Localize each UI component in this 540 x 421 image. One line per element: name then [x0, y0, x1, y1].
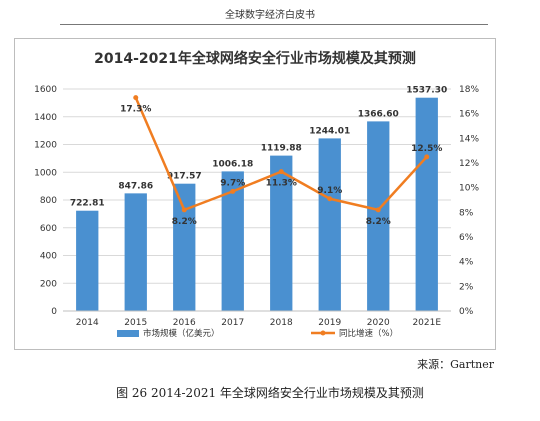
bar-2020 — [367, 121, 390, 311]
left-tick-label-6: 1200 — [34, 141, 57, 151]
source-note: 来源：Gartner — [417, 358, 494, 371]
chart-title: 2014-2021年全球网络安全行业市场规模及其预测 — [94, 50, 416, 67]
bar-2015 — [124, 193, 147, 311]
legend-bar-swatch — [117, 330, 139, 337]
growth-point-2019 — [327, 196, 333, 202]
bar-2021E — [415, 97, 438, 312]
bar-label-2014: 722.81 — [70, 199, 105, 209]
bar-label-2015: 847.86 — [118, 181, 153, 191]
x-tick-label-2018: 2018 — [270, 318, 293, 328]
right-tick-label-8: 16% — [459, 110, 479, 120]
left-tick-label-4: 800 — [40, 196, 57, 206]
legend: 市场规模（亿美元） 同比增速（%） — [117, 328, 398, 339]
left-tick-label-7: 1400 — [34, 113, 57, 123]
legend-bar-label: 市场规模（亿美元） — [143, 328, 220, 339]
bar-2018 — [270, 155, 293, 311]
x-tick-label-2017: 2017 — [221, 318, 244, 328]
growth-label-2018: 11.3% — [266, 179, 297, 189]
bar-label-2020: 1366.60 — [358, 109, 399, 119]
left-tick-label-1: 200 — [40, 279, 57, 289]
x-tick-label-2020: 2020 — [367, 318, 390, 328]
x-axis-labels: 2014 2015 2016 2017 2018 2019 2020 2021E — [63, 310, 451, 328]
x-tick-label-2019: 2019 — [318, 318, 341, 328]
bar-label-2018: 1119.88 — [261, 144, 302, 154]
header-divider — [60, 24, 488, 25]
growth-point-2015 — [133, 95, 139, 101]
right-tick-label-0: 0% — [459, 307, 474, 317]
growth-label-2020: 8.2% — [366, 217, 391, 227]
chart-frame: 2014-2021年全球网络安全行业市场规模及其预测 0 200 400 600 800… — [14, 38, 496, 350]
x-tick-label-2016: 2016 — [173, 318, 196, 328]
left-tick-label-0: 0 — [51, 307, 57, 317]
bar-value-labels: 722.81 847.86 917.57 1006.18 1119.88 1244.01 1… — [70, 86, 447, 209]
right-tick-label-3: 6% — [459, 233, 474, 243]
bar-series — [76, 97, 438, 312]
growth-label-2016: 8.2% — [172, 217, 197, 227]
legend-line-marker — [320, 330, 326, 336]
bar-2016 — [173, 183, 196, 311]
right-tick-label-9: 18% — [459, 85, 479, 95]
bar-label-2021E: 1537.30 — [406, 86, 447, 96]
bar-2017 — [221, 171, 244, 311]
left-axis-ticks: 0 200 400 600 800 1000 1200 1400 1600 — [34, 85, 57, 317]
left-tick-label-5: 1000 — [34, 168, 57, 178]
right-tick-label-7: 14% — [459, 134, 479, 144]
combo-chart: 2014-2021年全球网络安全行业市场规模及其预测 0 200 400 600 800… — [34, 50, 479, 339]
bar-2019 — [318, 138, 341, 311]
right-axis-ticks: 0% 2% 4% 6% 8% 10% 12% 14% 16% 18% — [459, 85, 479, 317]
growth-point-2020 — [375, 207, 381, 213]
left-tick-label-3: 600 — [40, 224, 57, 234]
growth-point-2016 — [181, 207, 187, 213]
bar-2014 — [76, 210, 99, 311]
bar-label-2016: 917.57 — [167, 172, 202, 182]
left-tick-label-8: 1600 — [34, 85, 57, 95]
growth-label-2015: 17.3% — [120, 105, 151, 115]
growth-label-2021E: 12.5% — [411, 144, 442, 154]
right-tick-label-1: 2% — [459, 282, 474, 292]
growth-label-2017: 9.7% — [220, 178, 245, 188]
growth-point-2018 — [278, 169, 284, 175]
left-tick-label-2: 400 — [40, 252, 57, 262]
right-tick-label-5: 10% — [459, 184, 479, 194]
bar-label-2017: 1006.18 — [212, 159, 253, 169]
document-header: 全球数字经济白皮书 — [225, 10, 315, 21]
figure-caption: 图 26 2014-2021 年全球网络安全行业市场规模及其预测 — [116, 386, 424, 400]
legend-line-label: 同比增速（%） — [339, 328, 398, 339]
x-tick-label-2021E: 2021E — [412, 318, 441, 328]
right-tick-label-6: 12% — [459, 159, 479, 169]
growth-point-2017 — [230, 188, 236, 194]
x-tick-label-2015: 2015 — [124, 318, 147, 328]
grid-lines — [63, 88, 451, 312]
growth-point-2021E — [424, 154, 430, 160]
x-tick-label-2014: 2014 — [76, 318, 99, 328]
line-series: 17.3% 8.2% 9.7% 11.3% 9.1% 8.2% 12.5% — [120, 95, 442, 227]
right-tick-label-2: 4% — [459, 258, 474, 268]
bar-label-2019: 1244.01 — [309, 126, 350, 136]
right-tick-label-4: 8% — [459, 208, 474, 218]
growth-label-2019: 9.1% — [317, 186, 342, 196]
